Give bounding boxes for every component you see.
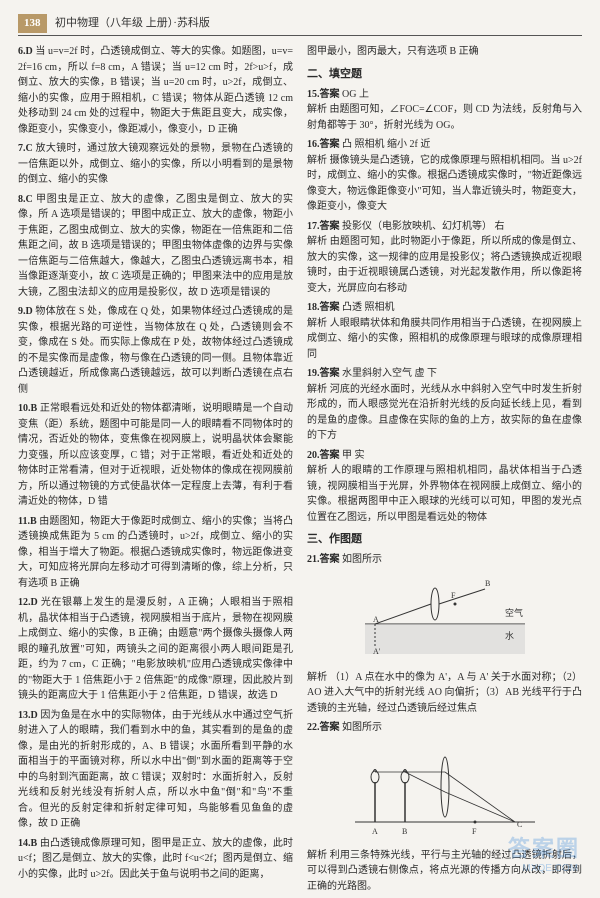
right-column: 图甲最小，图丙最大，只有选项 B 正确 二、填空题 15.答案 OG 上解析 由… bbox=[307, 44, 582, 898]
page-header: 138 初中物理（八年级 上册）·苏科版 bbox=[18, 14, 582, 36]
entry-7c: 7.C 放大镜时，通过放大镜观察远处的景物，景物在凸透镜的一倍焦距以外，成倒立、… bbox=[18, 141, 293, 188]
page-number: 138 bbox=[18, 14, 47, 33]
diagram-21: 空气 水 B A A' F bbox=[307, 574, 582, 664]
entry-14b: 14.B 由凸透镜成像原理可知，图甲是正立、放大的虚像，此时 u<f；图乙是倒立… bbox=[18, 836, 293, 883]
section-2-title: 二、填空题 bbox=[307, 66, 582, 83]
svg-text:A': A' bbox=[373, 647, 381, 656]
entry-10b: 10.B 正常眼看远处和近处的物体都清晰，说明眼睛是一个自动变焦（距）系统，题图… bbox=[18, 401, 293, 510]
entry-17: 17.答案 投影仪（电影放映机、幻灯机等） 右解析 由题图可知，此时物距小于像距… bbox=[307, 219, 582, 297]
svg-text:A: A bbox=[372, 827, 378, 836]
svg-text:B: B bbox=[402, 827, 407, 836]
watermark-sub: MXQE.COM bbox=[522, 861, 578, 877]
entry-15: 15.答案 OG 上解析 由题图可知，∠FOC=∠COF，则 CD 为法线，反射… bbox=[307, 87, 582, 134]
svg-text:F: F bbox=[451, 591, 456, 600]
entry-21: 21.答案 如图所示 bbox=[307, 552, 582, 568]
entry-6d: 6.D 当 u=v=2f 时，凸透镜成倒立、等大的实像。如题图，u=v=2f=1… bbox=[18, 44, 293, 137]
svg-text:水: 水 bbox=[505, 630, 514, 641]
header-title: 初中物理（八年级 上册）·苏科版 bbox=[55, 17, 210, 29]
entry-19: 19.答案 水里斜射入空气 虚 下解析 河底的光经水面时，光线从水中斜射入空气中… bbox=[307, 366, 582, 444]
entry-8c: 8.C 甲图虫是正立、放大的虚像，乙图虫是倒立、放大的实像，所 A 选项是错误的… bbox=[18, 192, 293, 301]
entry-9d: 9.D 物体放在 S 处，像成在 Q 处，如果物体经过凸透镜成的是实像，根据光路… bbox=[18, 304, 293, 397]
entry-20: 20.答案 甲 实解析 人的眼睛的工作原理与照相机相同，晶状体相当于凸透镜，视网… bbox=[307, 448, 582, 526]
diagram-22: A B C F bbox=[307, 742, 582, 842]
svg-text:C: C bbox=[517, 820, 522, 829]
left-column: 6.D 当 u=v=2f 时，凸透镜成倒立、等大的实像。如题图，u=v=2f=1… bbox=[18, 44, 293, 898]
entry-11b: 11.B 由题图知，物距大于像距时成倒立、缩小的实像；当将凸透镜换成焦距为 5 … bbox=[18, 514, 293, 592]
svg-text:A: A bbox=[373, 615, 379, 624]
entry-12d: 12.D 光在银幕上发生的是漫反射，A 正确；人眼相当于照相机，晶状体相当于凸透… bbox=[18, 595, 293, 704]
content-columns: 6.D 当 u=v=2f 时，凸透镜成倒立、等大的实像。如题图，u=v=2f=1… bbox=[18, 44, 582, 898]
svg-text:F: F bbox=[472, 827, 477, 836]
entry-13d: 13.D 因为鱼是在水中的实际物体，由于光线从水中通过空气折射进入了人的眼睛，我… bbox=[18, 708, 293, 832]
section-3-title: 三、作图题 bbox=[307, 531, 582, 548]
entry-16: 16.答案 凸 照相机 缩小 2f 近解析 摄像镜头是凸透镜，它的成像原理与照相… bbox=[307, 137, 582, 215]
entry-22: 22.答案 如图所示 bbox=[307, 720, 582, 736]
svg-text:B: B bbox=[485, 579, 490, 588]
intro-text: 图甲最小，图丙最大，只有选项 B 正确 bbox=[307, 44, 582, 60]
entry-18: 18.答案 凸透 照相机解析 人眼眼睛状体和角膜共同作用相当于凸透镜，在视网膜上… bbox=[307, 300, 582, 362]
entry-21-detail: 解析 （1）A 点在水中的像为 A'，A 与 A' 关于水面对称；（2）AO 进… bbox=[307, 670, 582, 717]
svg-text:空气: 空气 bbox=[505, 607, 523, 618]
